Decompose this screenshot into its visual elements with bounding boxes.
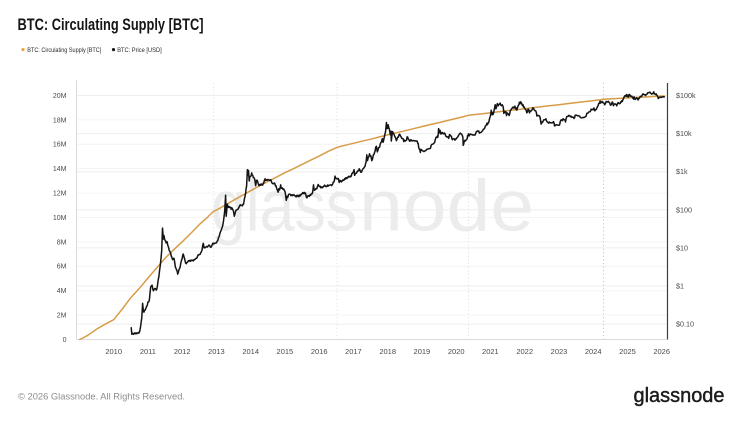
svg-text:8M: 8M xyxy=(57,239,67,246)
svg-text:BTC: Circulating Supply [BTC]: BTC: Circulating Supply [BTC] xyxy=(18,15,204,34)
svg-text:glass: glass xyxy=(211,167,357,247)
svg-text:18M: 18M xyxy=(53,117,67,124)
svg-text:2019: 2019 xyxy=(414,347,431,356)
svg-text:BTC: Price [USD]: BTC: Price [USD] xyxy=(117,48,162,54)
svg-text:6M: 6M xyxy=(57,264,67,271)
svg-text:4M: 4M xyxy=(57,288,67,295)
svg-text:2011: 2011 xyxy=(140,347,156,356)
svg-text:2020: 2020 xyxy=(448,347,465,356)
svg-text:$100k: $100k xyxy=(676,91,696,100)
svg-text:2015: 2015 xyxy=(277,347,294,356)
svg-text:2M: 2M xyxy=(57,313,67,320)
svg-text:$10: $10 xyxy=(676,243,688,252)
svg-text:2025: 2025 xyxy=(619,347,636,356)
svg-text:2026: 2026 xyxy=(653,347,670,356)
svg-text:$100: $100 xyxy=(676,205,692,214)
svg-text:© 2026 Glassnode. All Rights R: © 2026 Glassnode. All Rights Reserved. xyxy=(18,391,185,401)
svg-text:2016: 2016 xyxy=(311,347,328,356)
svg-text:2013: 2013 xyxy=(208,347,225,356)
svg-text:2014: 2014 xyxy=(242,347,259,356)
svg-text:2023: 2023 xyxy=(551,347,568,356)
svg-text:2022: 2022 xyxy=(516,347,533,356)
svg-text:12M: 12M xyxy=(53,191,67,198)
svg-text:14M: 14M xyxy=(53,166,67,173)
svg-text:20M: 20M xyxy=(53,93,67,100)
svg-text:0: 0 xyxy=(63,337,67,344)
svg-text:2021: 2021 xyxy=(482,347,499,356)
svg-text:2018: 2018 xyxy=(379,347,396,356)
svg-text:2017: 2017 xyxy=(345,347,362,356)
svg-text:2012: 2012 xyxy=(174,347,191,356)
svg-text:glassnode: glassnode xyxy=(634,385,725,407)
svg-text:2024: 2024 xyxy=(585,347,602,356)
svg-text:node: node xyxy=(359,167,534,247)
svg-text:2010: 2010 xyxy=(105,347,122,356)
svg-text:16M: 16M xyxy=(53,142,67,149)
svg-text:$1k: $1k xyxy=(676,167,688,176)
svg-text:$1: $1 xyxy=(676,282,684,291)
svg-text:$10k: $10k xyxy=(676,129,692,138)
svg-text:BTC: Circulating Supply [BTC]: BTC: Circulating Supply [BTC] xyxy=(27,48,101,54)
svg-text:$0.10: $0.10 xyxy=(676,320,694,329)
svg-text:10M: 10M xyxy=(53,215,67,222)
